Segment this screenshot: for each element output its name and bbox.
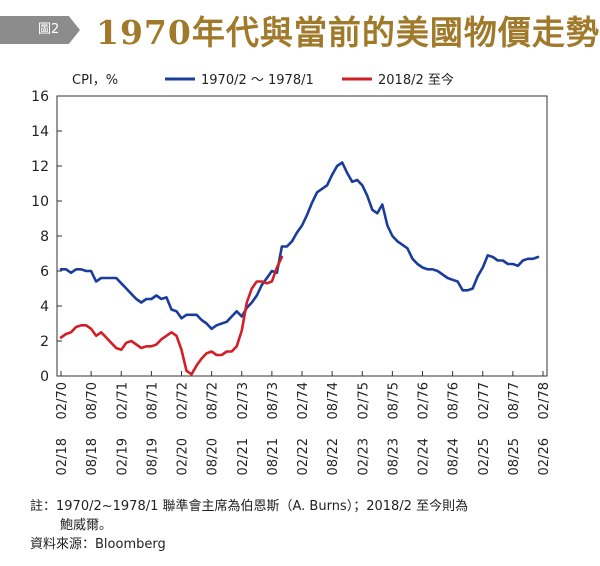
series-lines [59,161,540,376]
y-tick-label: 10 [31,194,49,210]
x-tick-label-1970s: 02/78 [537,382,552,419]
x-tick-label-1970s: 08/76 [447,382,462,419]
x-tick-label-1970s: 08/75 [386,382,401,419]
y-tick-label: 16 [31,89,49,105]
legend-label: 2018/2 至今 [378,72,454,88]
x-tick-label-1970s: 02/77 [477,382,492,419]
x-tick-label-2018: 02/18 [55,438,70,475]
x-tick-label-2018: 08/20 [206,438,221,475]
source-note: 資料來源：Bloomberg [30,537,166,552]
x-tick-label-1970s: 02/75 [356,382,371,419]
x-tick-label-1970s: 02/74 [296,382,311,419]
x-tick-label-1970s: 08/77 [507,382,522,419]
y-axis-label: CPI，% [72,73,118,88]
chart-notes: 註：1970/2~1978/1 聯準會主席為伯恩斯（A. Burns）；2018… [30,497,590,554]
x-tick-label-1970s: 08/74 [326,382,341,419]
series-line-1970s [59,161,540,331]
axes: 0 2 4 6 8 10 12 14 16 CPI，% 02/70 08/70 02/71 08/71 02… [31,73,552,475]
x-tick-label-2018: 08/21 [266,438,281,475]
x-tick-label-2018: 02/19 [115,438,130,475]
x-tick-label-2018: 02/23 [356,438,371,475]
x-tick-label-2018: 02/26 [537,438,552,475]
x-tick-label-1970s: 02/71 [115,382,130,419]
y-tick-label: 2 [40,334,49,350]
y-tick-label: 8 [40,229,49,245]
x-tick-label-2018: 08/23 [386,438,401,475]
x-tick-label-1970s: 02/73 [236,382,251,419]
x-tick-label-1970s: 08/73 [266,382,281,419]
x-tick-label-2018: 02/20 [176,438,191,475]
x-tick-label-2018: 08/25 [507,438,522,475]
x-tick-label-2018: 02/22 [296,438,311,475]
x-tick-label-2018: 08/18 [85,438,100,475]
figure-number-badge: 圖2 [0,16,80,44]
footnote-continuation: 鮑威爾。 [60,518,113,533]
x-tick-label-2018: 02/24 [417,438,432,475]
y-tick-label: 0 [40,369,49,385]
x-tick-label-1970s: 08/71 [145,382,160,419]
x-tick-label-1970s: 02/70 [55,382,70,419]
x-tick-label-2018: 08/19 [145,438,160,475]
y-tick-label: 4 [40,299,49,315]
x-tick-label-2018: 08/22 [326,438,341,475]
y-tick-label: 14 [31,124,49,140]
legend-label: 1970/2 ～ 1978/1 [201,73,314,88]
header: 圖2 1970年代與當前的美國物價走勢 [0,0,600,70]
series-line-2018 [59,255,284,376]
footnote: 註：1970/2~1978/1 聯準會主席為伯恩斯（A. Burns）；2018… [30,499,469,514]
cpi-line-chart: 0 2 4 6 8 10 12 14 16 CPI，% 02/70 08/70 02/71 08/71 02… [31,72,552,475]
x-tick-label-2018: 08/24 [447,438,462,475]
legend: 1970/2 ～ 1978/1 2018/2 至今 [165,72,454,88]
y-tick-label: 12 [31,159,49,175]
x-tick-label-1970s: 08/72 [206,382,221,419]
y-tick-label: 6 [40,264,49,280]
x-tick-label-2018: 02/21 [236,438,251,475]
x-tick-label-2018: 02/25 [477,438,492,475]
chart-title: 1970年代與當前的美國物價走勢 [96,13,600,52]
x-tick-label-1970s: 02/76 [417,382,432,419]
x-tick-label-1970s: 02/72 [176,382,191,419]
plot-frame [56,95,548,377]
x-tick-label-1970s: 08/70 [85,382,100,419]
